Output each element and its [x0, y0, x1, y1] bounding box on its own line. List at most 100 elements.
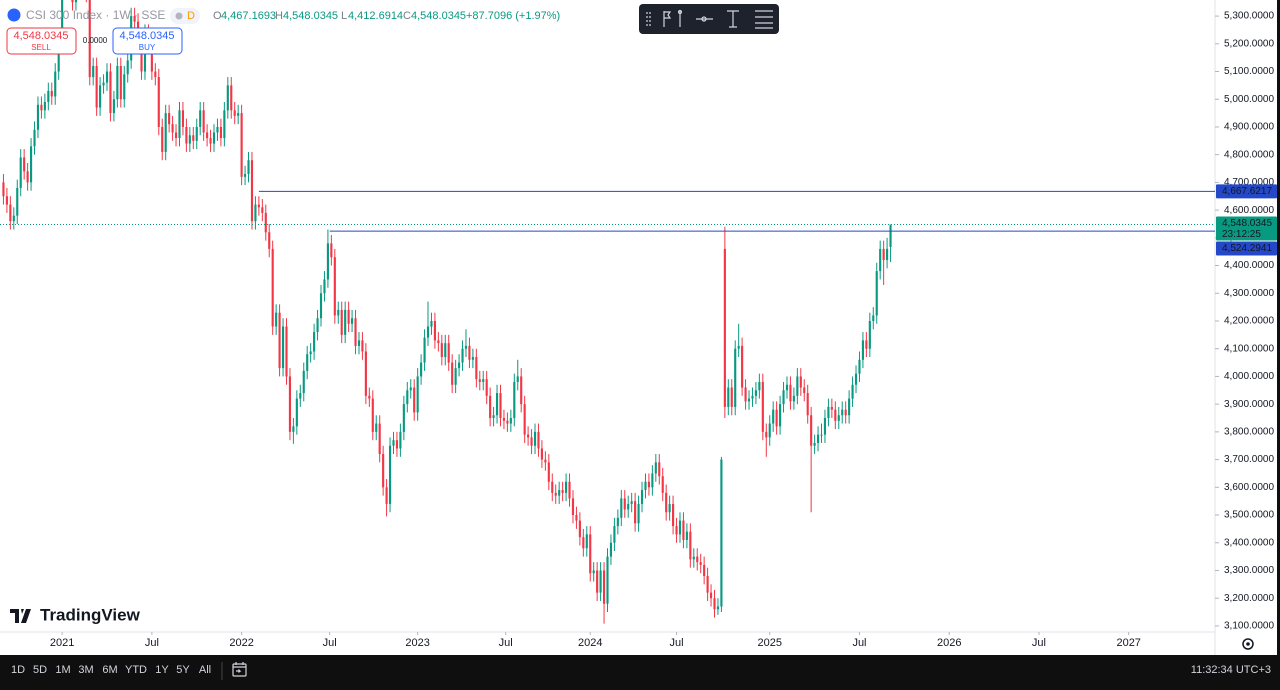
candle-body — [451, 362, 454, 385]
candle-body — [464, 345, 468, 349]
candle-body — [33, 129, 36, 147]
candle-body — [313, 332, 316, 352]
range-button[interactable]: 1M — [55, 664, 70, 676]
candle-body — [36, 104, 40, 130]
candle-body — [426, 326, 430, 338]
candle-body — [385, 487, 388, 504]
candle-body — [181, 110, 185, 127]
candle-body — [889, 224, 892, 247]
candle-body — [585, 534, 588, 549]
buy-label[interactable]: BUY — [139, 43, 156, 52]
drawing-toolbar[interactable] — [639, 4, 779, 34]
candle-body — [513, 381, 516, 419]
candle-body — [347, 309, 350, 324]
toolbar-icons — [646, 9, 773, 29]
buy-button[interactable]: 4,548.0345 BUY — [112, 27, 183, 55]
spread: 0.0000 — [83, 36, 108, 45]
candle-body — [330, 243, 333, 258]
x-tick-label: 2024 — [578, 637, 602, 649]
candle-body — [409, 387, 412, 391]
candle-body — [247, 160, 250, 175]
range-button[interactable]: 5D — [33, 664, 47, 676]
candle-body — [43, 102, 46, 111]
candle-body — [696, 556, 699, 563]
y-tick-label: 3,600.0000 — [1224, 482, 1274, 493]
sell-button[interactable]: 4,548.0345 SELL — [6, 27, 77, 55]
y-tick-label: 5,100.0000 — [1224, 66, 1274, 77]
candle-body — [119, 65, 122, 100]
date-range-icon[interactable] — [232, 662, 247, 677]
settings-icon[interactable] — [1242, 638, 1254, 650]
candle-body — [413, 387, 416, 413]
candle-body — [665, 492, 668, 513]
buy-price[interactable]: 4,548.0345 — [119, 30, 174, 42]
hline-price-label-bg — [1216, 241, 1277, 256]
candle-body — [5, 196, 8, 205]
ohlc-label: C — [403, 10, 411, 22]
candle-body — [364, 351, 367, 396]
x-tick-label: 2025 — [757, 637, 781, 649]
last-price-label-bg — [1216, 216, 1277, 241]
x-tick-label: 2021 — [50, 637, 74, 649]
badge: D — [187, 10, 195, 22]
candle-body — [627, 503, 630, 510]
candle-body — [858, 359, 861, 374]
y-tick-label: 4,800.0000 — [1224, 149, 1274, 160]
ohlc-label: O — [213, 10, 222, 22]
candle-body — [326, 243, 329, 280]
range-button[interactable]: 5Y — [176, 664, 190, 676]
candle-body — [495, 393, 499, 416]
ohlc-label: H — [275, 10, 283, 22]
candle-body — [823, 418, 827, 435]
candle-body — [244, 174, 247, 177]
buy-box[interactable] — [112, 27, 183, 55]
range-buttons: 1D 5D 1M 3M 6M YTD 1Y 5Y All — [11, 664, 211, 676]
candle-body — [582, 537, 585, 549]
range-button[interactable]: 6M — [102, 664, 117, 676]
sell-box[interactable] — [6, 27, 77, 55]
candle-body — [402, 404, 405, 432]
range-button[interactable]: 1D — [11, 664, 25, 676]
candle-body — [99, 85, 102, 108]
gear-center[interactable] — [1246, 642, 1250, 646]
candle-body — [882, 248, 885, 261]
candle-body — [716, 606, 720, 610]
candle-body — [730, 387, 733, 407]
candle-body — [810, 415, 813, 446]
candle-body — [406, 390, 409, 405]
y-tick-label: 3,500.0000 — [1224, 510, 1274, 521]
candle-body — [706, 576, 709, 593]
candle-body — [382, 454, 385, 488]
candle-body — [727, 387, 730, 407]
range-button[interactable]: 1Y — [155, 664, 169, 676]
candle-body — [775, 409, 778, 427]
candle-body — [250, 160, 254, 222]
x-tick-label: Jul — [1032, 637, 1046, 649]
candle-body — [475, 357, 478, 380]
candle-body — [29, 146, 33, 183]
candle-body — [12, 215, 15, 222]
candle-body — [88, 0, 91, 78]
candle-body — [848, 398, 851, 416]
candle-body — [865, 340, 868, 349]
sell-label[interactable]: SELL — [31, 43, 51, 52]
candle-body — [544, 459, 547, 463]
x-tick-label: 2023 — [405, 637, 429, 649]
candle-body — [744, 387, 747, 402]
candle-body — [634, 501, 637, 524]
candle-body — [168, 113, 171, 125]
candle-body — [268, 232, 271, 249]
range-button[interactable]: YTD — [125, 664, 147, 676]
candle-body — [506, 420, 509, 424]
range-button[interactable]: 3M — [78, 664, 93, 676]
candle-body — [278, 312, 281, 369]
symbol-title[interactable]: CSI 300 Index · 1W · SSE — [26, 8, 165, 22]
sell-price[interactable]: 4,548.0345 — [13, 30, 68, 42]
ohlc-value: 4,548.0345 — [283, 10, 338, 22]
candle-body — [803, 387, 806, 394]
candle-body — [23, 157, 26, 172]
candle-body — [682, 520, 685, 540]
candle-body — [875, 271, 878, 316]
range-button[interactable]: All — [199, 664, 211, 676]
gear[interactable] — [1242, 638, 1254, 650]
